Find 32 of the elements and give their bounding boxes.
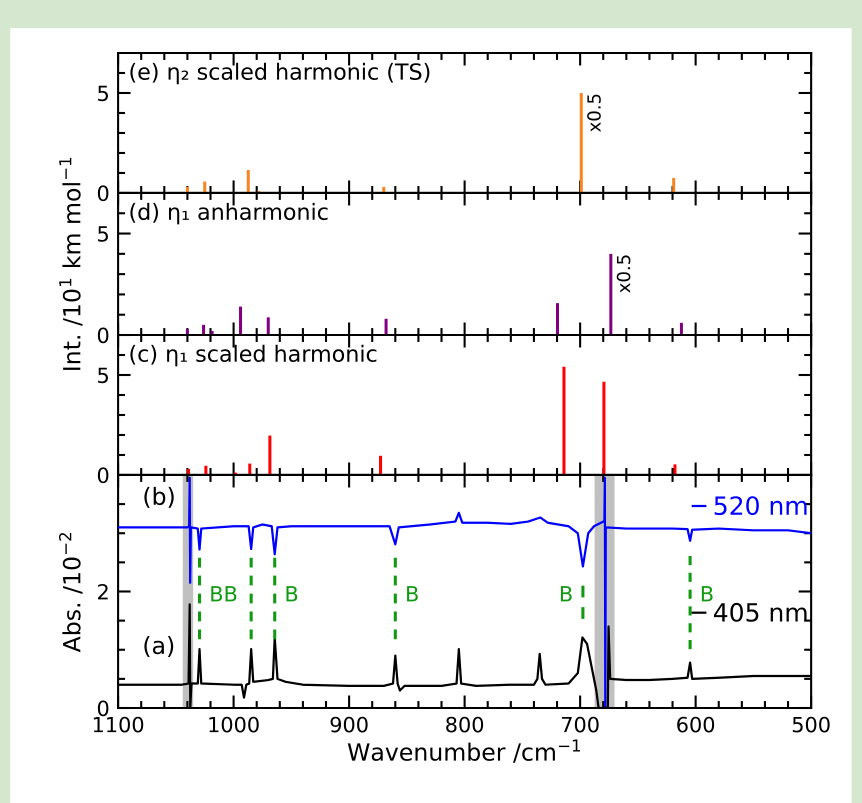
y-tick-label: 2 — [98, 584, 108, 600]
x-tick-label: 800 — [446, 716, 484, 732]
annotation: (b) — [144, 486, 174, 508]
annotation: B — [286, 586, 298, 602]
x-tick-label: 1000 — [209, 716, 259, 732]
chart-title: (d) η₁ anharmonic — [130, 202, 328, 224]
y-axis-title: Abs. /10$^{−2}$ — [59, 533, 82, 652]
annotation: B — [560, 586, 572, 602]
chart-title: (c) η₁ scaled harmonic — [130, 344, 376, 366]
annotation: x0.5 — [616, 255, 630, 293]
x-tick-label: 900 — [330, 716, 368, 732]
legend-label: 520 nm — [714, 496, 807, 516]
annotation: B — [702, 586, 713, 602]
annotation: B — [407, 586, 418, 602]
annotation: x0.5 — [587, 94, 601, 132]
x-tick-label: 1100 — [94, 716, 144, 732]
y-tick-label: 0 — [98, 467, 108, 484]
legend-label: 405 nm — [714, 602, 807, 622]
x-tick-label: 600 — [677, 716, 714, 732]
y-tick-label: 5 — [98, 368, 108, 384]
y-tick-label: 0 — [98, 185, 108, 202]
annotation: (a) — [144, 636, 174, 658]
x-axis-title: Wavenumber /cm$^{−1}$ — [348, 740, 580, 763]
y-tick-label: 0 — [98, 700, 108, 716]
y-tick-label: 0 — [98, 327, 108, 344]
x-tick-label: 500 — [792, 716, 830, 732]
x-tick-label: 700 — [562, 716, 599, 732]
y-tick-label: 5 — [98, 226, 108, 242]
annotation: BB — [211, 586, 236, 602]
y-axis-title: Int. /10$^{1}$ km mol$^{−1}$ — [59, 158, 83, 370]
y-tick-label: 5 — [98, 86, 108, 102]
chart-title: (e) η₂ scaled harmonic (TS) — [130, 62, 430, 84]
